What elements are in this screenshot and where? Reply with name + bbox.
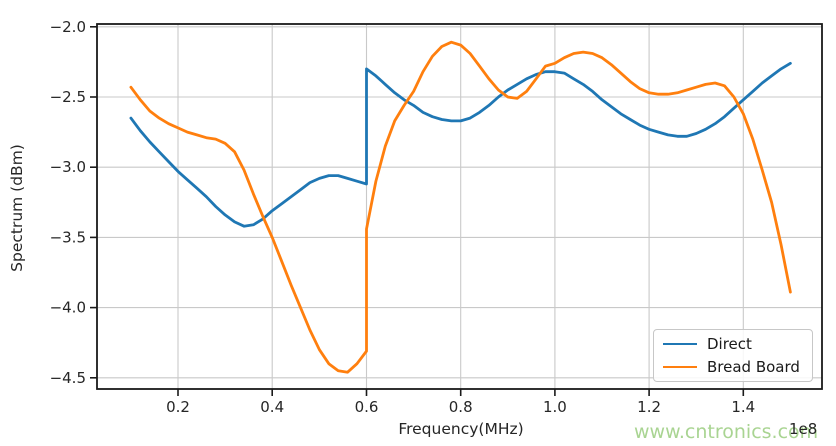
watermark: www.cntronics.com <box>634 421 819 443</box>
svg-text:0.2: 0.2 <box>166 398 190 416</box>
svg-text:−4.0: −4.0 <box>50 299 86 317</box>
svg-text:1.0: 1.0 <box>543 398 567 416</box>
y-axis-title: Spectrum (dBm) <box>8 144 26 272</box>
svg-text:0.4: 0.4 <box>260 398 284 416</box>
x-axis-offset-label: 1e8 <box>789 420 818 438</box>
x-axis-title: Frequency(MHz) <box>398 420 524 438</box>
legend-item-direct: Direct <box>663 334 812 354</box>
svg-text:−2.0: −2.0 <box>50 18 86 36</box>
svg-text:0.6: 0.6 <box>355 398 379 416</box>
legend-line-sample-bread-board <box>663 366 697 368</box>
svg-text:0.8: 0.8 <box>449 398 473 416</box>
svg-text:1.2: 1.2 <box>637 398 661 416</box>
svg-text:1.4: 1.4 <box>731 398 755 416</box>
svg-text:−2.5: −2.5 <box>50 88 86 106</box>
svg-text:−4.5: −4.5 <box>50 369 86 387</box>
legend: Direct Bread Board <box>653 329 813 382</box>
svg-text:−3.0: −3.0 <box>50 158 86 176</box>
legend-item-bread-board: Bread Board <box>663 357 812 377</box>
legend-label-bread-board: Bread Board <box>707 358 800 376</box>
legend-label-direct: Direct <box>707 335 752 353</box>
svg-text:−3.5: −3.5 <box>50 228 86 246</box>
legend-line-sample-direct <box>663 343 697 345</box>
